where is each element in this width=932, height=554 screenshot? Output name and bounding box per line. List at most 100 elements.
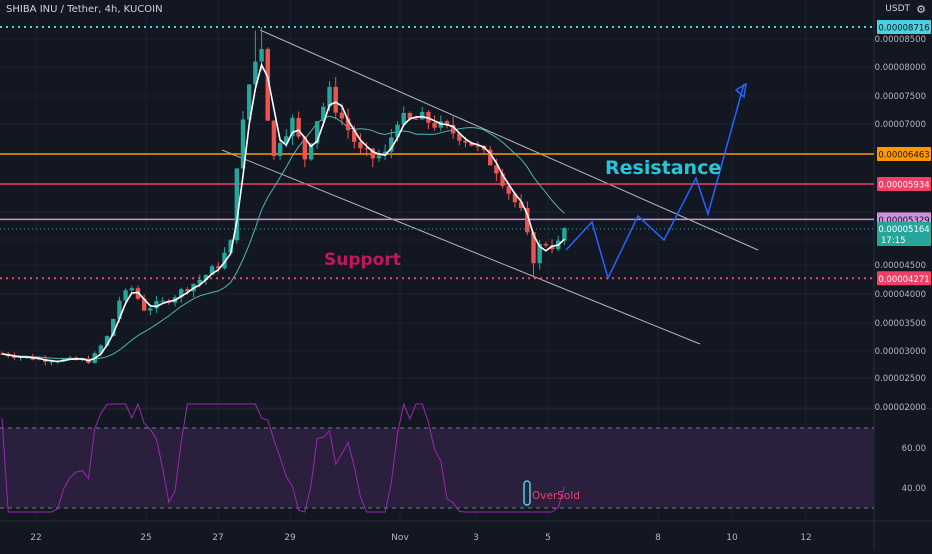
candle-body (302, 136, 308, 160)
y-tick-label: 0.00002000 (875, 403, 926, 413)
candle-body (67, 357, 73, 359)
candle-body (370, 148, 375, 159)
candle-body (228, 240, 233, 253)
candle-body (148, 308, 153, 311)
candle-body (543, 243, 549, 246)
candle-body (98, 345, 104, 354)
price-tag-label-2: 0.00005934 (878, 181, 929, 191)
candle-body (234, 168, 240, 241)
candle-body (339, 112, 345, 119)
candle-body (271, 120, 277, 156)
candle-body (401, 112, 406, 125)
candle-body (518, 202, 524, 208)
ma-fast-line (1, 62, 565, 363)
candle-body (494, 165, 499, 174)
candle-body (277, 143, 283, 156)
candle-body (160, 300, 165, 302)
candle-body (284, 136, 289, 144)
candle-body (185, 289, 190, 292)
candle-body (525, 207, 530, 233)
candle-body (117, 300, 122, 320)
y-tick-label: 0.00003000 (875, 347, 926, 357)
y-tick-label: 0.00004500 (875, 261, 926, 271)
rsi-tick-label: 60.00 (902, 444, 926, 454)
candle-body (259, 49, 264, 62)
candle-body (364, 148, 369, 150)
candle-body (420, 112, 425, 120)
current-price-tag-bg (877, 222, 931, 246)
candle-body (413, 118, 419, 120)
y-tick-label: 0.00008000 (875, 63, 926, 73)
candle-body (432, 122, 437, 128)
settings-icon[interactable]: ⚙ (916, 3, 926, 16)
candle-body (469, 142, 474, 146)
countdown-label: 17:15 (881, 236, 906, 246)
candle-body (197, 279, 202, 284)
candle-body (475, 145, 481, 147)
x-tick-label: 12 (800, 533, 811, 543)
y-tick-label: 0.00007500 (875, 92, 926, 102)
x-tick-label: 3 (473, 533, 479, 543)
candle-body (389, 137, 394, 152)
candle-body (358, 141, 363, 149)
candle-body (450, 125, 456, 134)
x-tick-label: 22 (30, 533, 41, 543)
price-tag-bg-1 (877, 147, 931, 161)
candle-body (290, 117, 295, 137)
oversold-label: OverSold (532, 490, 580, 502)
x-tick-label: 8 (655, 533, 661, 543)
rsi-line (1, 402, 565, 513)
x-tick-label: Nov (391, 533, 409, 543)
candle-body (345, 118, 351, 131)
candle-body (314, 121, 320, 144)
candle-body (352, 130, 357, 142)
projection-path (565, 83, 745, 281)
price-tag-bg-2 (877, 177, 931, 191)
currency-label: USDT (885, 4, 910, 14)
candle-body (531, 232, 536, 264)
x-tick-label: 10 (726, 533, 738, 543)
price-tag-label-3: 0.00005329 (878, 216, 929, 226)
rsi-tick-label: 40.00 (902, 484, 926, 494)
price-tag-label-4: 0.00004271 (878, 275, 929, 285)
candle-body (333, 86, 338, 113)
candle-body (506, 185, 511, 194)
candle-body (104, 336, 110, 346)
candle-body (444, 121, 450, 126)
candle-body (216, 266, 221, 269)
candle-body (209, 266, 215, 275)
candle-body (562, 228, 567, 241)
candle-body (154, 301, 159, 309)
candle-body (537, 243, 542, 264)
price-tag-label-1: 0.00006463 (878, 151, 929, 161)
candle-body (382, 151, 388, 156)
candle-body (512, 193, 518, 203)
candle-body (321, 106, 326, 122)
candle-body (265, 49, 270, 121)
oversold-marker (523, 480, 531, 506)
x-tick-label: 29 (284, 533, 296, 543)
candle-body (549, 245, 555, 250)
candle-body (327, 86, 332, 107)
candle-body (179, 289, 184, 298)
x-tick-label: 5 (545, 533, 551, 543)
candle-body (457, 133, 462, 141)
candle-body (296, 117, 301, 137)
candle-body (488, 149, 493, 166)
candle-body (463, 140, 468, 143)
rsi-band (0, 428, 874, 508)
candle-body (129, 288, 134, 291)
candle-body (111, 319, 116, 337)
price-tag-label-0: 0.00008716 (878, 24, 929, 34)
candle-body (203, 274, 209, 280)
candle-body (123, 290, 128, 301)
candle-body (49, 361, 54, 363)
y-tick-label: 0.00004000 (875, 290, 926, 300)
channel-upper-line (259, 29, 759, 251)
support-label: Support (324, 250, 401, 270)
candle-body (222, 252, 227, 269)
y-tick-label: 0.00007000 (875, 120, 926, 130)
candle-body (395, 124, 400, 138)
